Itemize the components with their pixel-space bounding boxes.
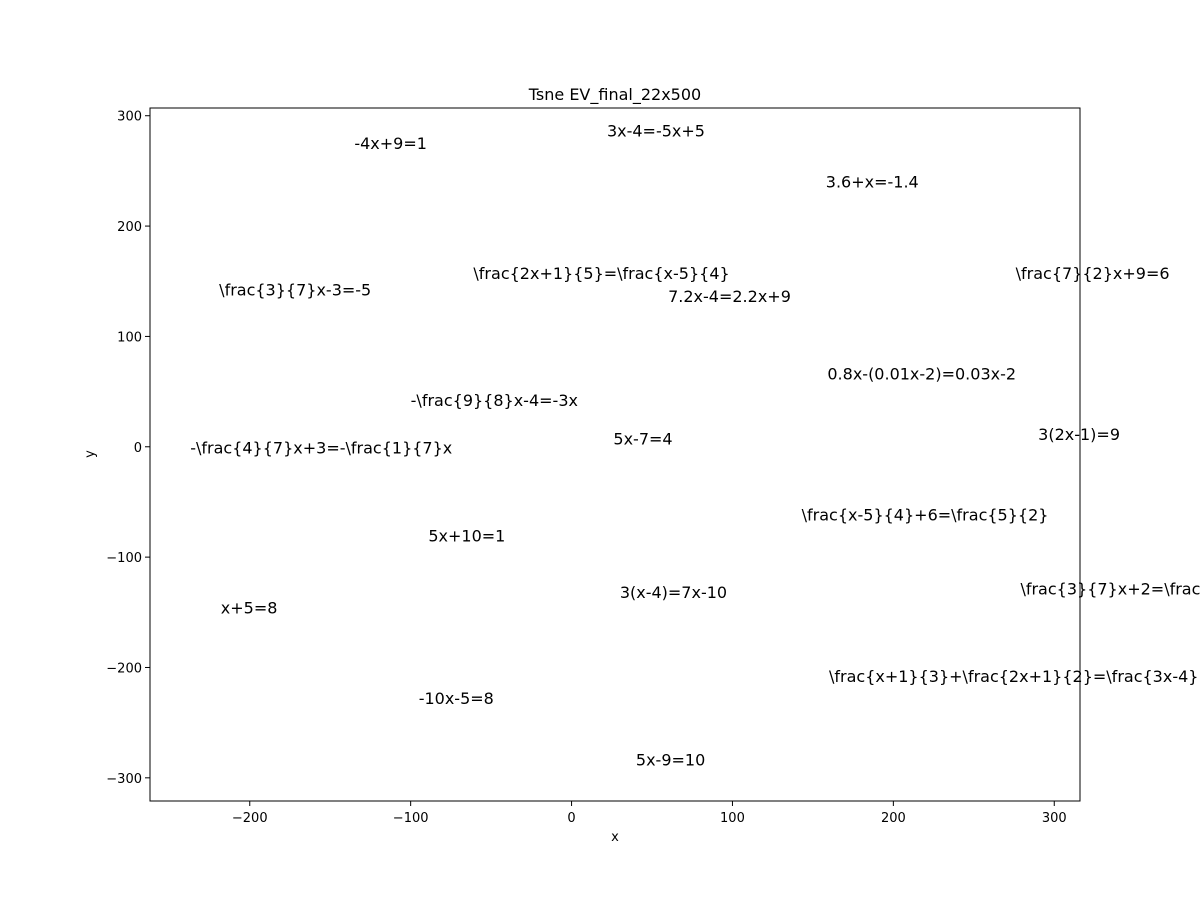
data-point-label: -4x+9=1 xyxy=(354,134,427,153)
y-tick-label: 200 xyxy=(117,220,142,235)
y-tick-label: 300 xyxy=(117,110,142,125)
x-tick-label: −200 xyxy=(232,811,268,826)
data-point-label: 7.2x-4=2.2x+9 xyxy=(668,287,791,306)
data-point-label: 5x-7=4 xyxy=(613,430,672,449)
data-point-label: \frac{2x+1}{5}=\frac{x-5}{4} xyxy=(473,264,729,283)
x-tick-label: 0 xyxy=(567,811,575,826)
data-point-label: -\frac{9}{8}x-4=-3x xyxy=(411,391,578,410)
y-tick-label: −100 xyxy=(106,551,142,566)
data-point-label: 3(x-4)=7x-10 xyxy=(620,583,727,602)
x-tick-label: 200 xyxy=(881,811,906,826)
y-tick-label: −300 xyxy=(106,772,142,787)
data-point-label: 3x-4=-5x+5 xyxy=(607,122,705,141)
x-axis-label: x xyxy=(611,830,619,845)
data-point-label: -\frac{4}{7}x+3=-\frac{1}{7}x xyxy=(190,438,452,457)
y-tick-label: −200 xyxy=(106,661,142,676)
x-tick-label: 300 xyxy=(1042,811,1067,826)
data-point-label: \frac{3}{7}x+2=\frac{7}{4}x xyxy=(1020,580,1200,599)
data-point-label: 3(2x-1)=9 xyxy=(1038,425,1120,444)
data-point-label: \frac{3}{7}x-3=-5 xyxy=(219,281,371,300)
y-tick-label: 100 xyxy=(117,330,142,345)
points-layer: -4x+9=1 3x-4=-5x+5 3.6+x=-1.4 \frac{2x+1}{5… xyxy=(190,122,1200,770)
data-point-label: \frac{x-5}{4}+6=\frac{5}{2} xyxy=(802,506,1049,525)
y-axis-label: y xyxy=(83,450,98,458)
data-point-label: 5x+10=1 xyxy=(428,527,505,546)
x-axis: −200 −100 0 100 200 300 xyxy=(232,801,1067,826)
x-tick-label: 100 xyxy=(720,811,745,826)
chart-title: Tsne EV_final_22x500 xyxy=(528,85,701,105)
plot-frame xyxy=(149,107,1081,802)
y-tick-label: 0 xyxy=(134,441,142,456)
data-point-label: \frac{x+1}{3}+\frac{2x+1}{2}=\frac{3x-4}… xyxy=(829,667,1200,686)
data-point-label: \frac{7}{2}x+9=6 xyxy=(1016,264,1170,283)
data-point-label: x+5=8 xyxy=(221,598,278,617)
y-axis: −300 −200 −100 0 100 200 300 xyxy=(106,110,150,787)
data-point-label: -10x-5=8 xyxy=(419,689,494,708)
data-point-label: 3.6+x=-1.4 xyxy=(826,172,919,191)
x-tick-label: −100 xyxy=(393,811,429,826)
data-point-label: 0.8x-(0.01x-2)=0.03x-2 xyxy=(827,364,1016,383)
data-point-label: 5x-9=10 xyxy=(636,751,705,770)
